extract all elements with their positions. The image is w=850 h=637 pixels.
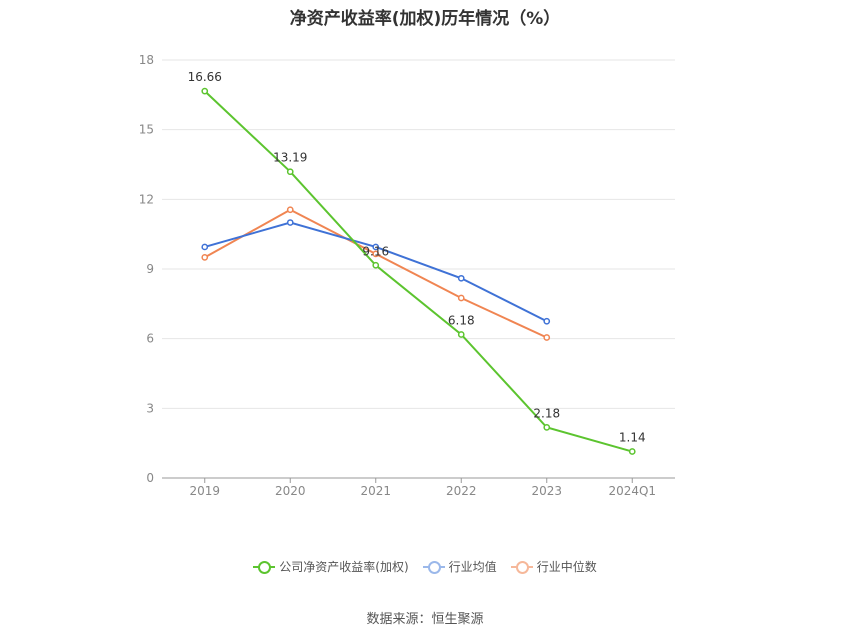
legend-marker-icon — [253, 560, 276, 574]
legend-item-company-roe[interactable]: 公司净资产收益率(加权) — [253, 558, 409, 575]
data-label: 16.66 — [188, 70, 222, 84]
series-line-2 — [204, 208, 548, 339]
data-labels: 16.66 13.19 9.16 6.18 2.18 1.14 — [188, 70, 646, 444]
data-point — [201, 254, 209, 261]
data-point — [543, 317, 551, 325]
data-label: 2.18 — [533, 406, 560, 420]
x-tick-label: 2023 — [531, 484, 562, 498]
legend-label: 行业中位数 — [536, 560, 597, 574]
y-tick-label: 9 — [146, 262, 154, 276]
data-point — [201, 243, 209, 251]
x-tick-label: 2022 — [446, 484, 477, 498]
data-point — [372, 243, 380, 251]
data-point — [286, 168, 294, 176]
y-tick-label: 6 — [146, 332, 154, 346]
legend-item-industry-median[interactable]: 行业中位数 — [510, 558, 597, 575]
y-tick-label: 12 — [139, 192, 154, 206]
data-point — [457, 294, 465, 302]
legend-label: 行业均值 — [448, 560, 497, 574]
data-point — [543, 334, 551, 341]
data-label: 13.19 — [273, 151, 307, 165]
data-point — [457, 274, 465, 282]
series-line-0 — [204, 90, 633, 453]
series-line-1 — [204, 221, 548, 323]
data-point — [286, 206, 294, 214]
x-tick-label: 2024Q1 — [608, 484, 656, 498]
axes: 0 3 6 9 12 15 18 2019 2020 2021 2022 2023 2024Q1 — [139, 53, 675, 498]
data-point — [201, 87, 209, 95]
legend-item-industry-mean[interactable]: 行业均值 — [422, 558, 497, 575]
data-point — [628, 448, 636, 455]
legend-label: 公司净资产收益率(加权) — [279, 560, 409, 574]
data-point — [372, 250, 380, 258]
x-tick-label: 2019 — [189, 484, 220, 498]
x-tick-label: 2021 — [360, 484, 391, 498]
grid-lines — [162, 59, 675, 409]
legend-marker-icon — [422, 560, 445, 574]
data-point — [457, 331, 465, 338]
y-tick-label: 0 — [146, 471, 154, 485]
data-point — [543, 424, 551, 431]
series-lines — [201, 87, 636, 455]
x-tick-label: 2020 — [275, 484, 306, 498]
data-label: 9.16 — [362, 244, 389, 258]
y-tick-label: 15 — [139, 123, 154, 137]
data-label: 6.18 — [448, 313, 475, 327]
data-point — [372, 261, 380, 269]
data-label: 1.14 — [619, 431, 646, 445]
legend: 公司净资产收益率(加权) 行业均值 行业中位数 — [0, 558, 850, 575]
chart-title: 净资产收益率(加权)历年情况（%） — [289, 9, 561, 29]
y-tick-label: 18 — [139, 53, 154, 67]
legend-marker-icon — [510, 560, 533, 574]
data-point — [286, 219, 294, 226]
y-tick-label: 3 — [146, 401, 154, 415]
data-source: 数据来源：恒生聚源 — [366, 612, 484, 627]
